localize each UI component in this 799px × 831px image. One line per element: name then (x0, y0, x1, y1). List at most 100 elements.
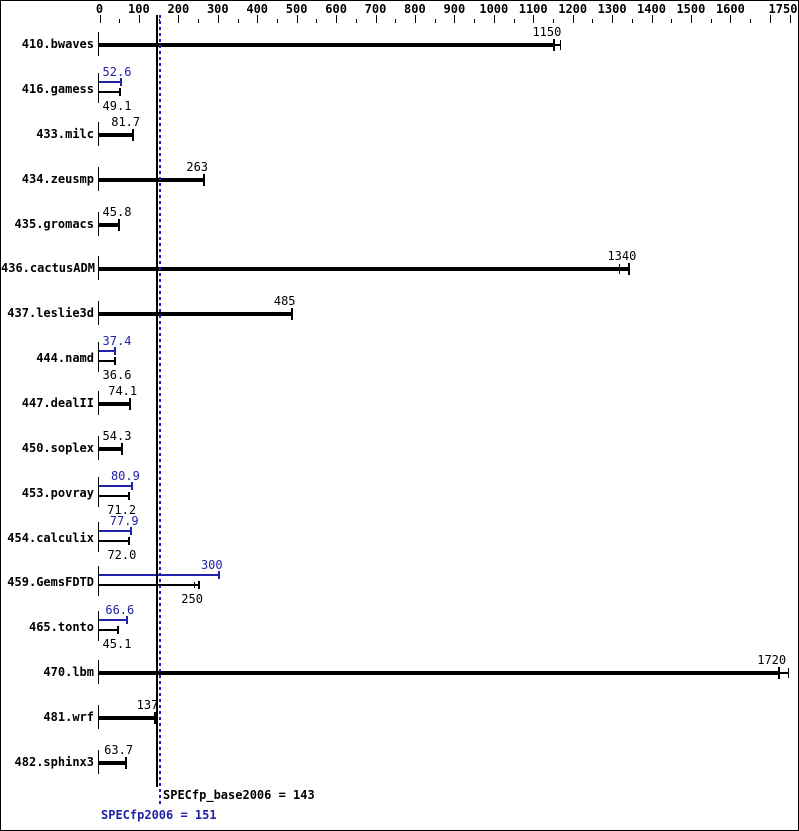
base-value-label: 49.1 (102, 98, 132, 113)
run-variation-tick (787, 668, 789, 679)
run-variation-tick (194, 582, 196, 589)
x-axis-tick (612, 15, 614, 23)
benchmark-name: 416.gamess (21, 81, 94, 96)
row-axis-stub (98, 435, 99, 460)
base-bar (99, 90, 119, 93)
specfp-base2006-summary: SPECfp_base2006 = 143 (163, 788, 315, 802)
peak-bar (99, 574, 218, 577)
bar-end-tick (131, 128, 134, 141)
benchmark-name: 437.leslie3d (7, 306, 94, 321)
peak-value-label: 80.9 (110, 468, 140, 483)
row-axis-stub (98, 121, 99, 146)
bar-end-tick (118, 87, 121, 96)
x-axis-tick (434, 19, 436, 23)
x-axis-tick (493, 15, 495, 23)
benchmark-name: 444.namd (36, 351, 94, 366)
peak-bar (99, 80, 121, 83)
x-axis-label: 700 (364, 2, 387, 16)
x-axis-tick (690, 15, 692, 23)
x-axis-tick (671, 19, 673, 23)
peak-value-label: 52.6 (102, 64, 132, 79)
x-axis-label: 400 (246, 2, 269, 16)
base-value-label: 45.8 (102, 204, 132, 219)
base-bar (99, 671, 778, 676)
base-value-label: 485 (273, 294, 296, 309)
row-axis-stub (98, 211, 99, 236)
bar-end-tick (131, 481, 134, 490)
x-axis-label: 1400 (637, 2, 666, 16)
x-axis-tick (750, 19, 752, 23)
x-axis-label: 100 (128, 2, 150, 16)
benchmark-name: 465.tonto (28, 620, 94, 635)
base-value-label: 71.2 (107, 502, 137, 517)
base-bar (99, 132, 132, 137)
x-axis-label: 200 (167, 2, 190, 16)
base-bar (99, 222, 118, 227)
run-variation-tick (560, 40, 561, 50)
benchmark-name: 481.wrf (43, 710, 94, 724)
row-axis-stub (98, 660, 99, 685)
peak-value-label: 37.4 (102, 334, 132, 349)
x-axis-label: 1600 (715, 2, 745, 16)
benchmark-name: 436.cactusADM (1, 261, 95, 276)
bar-end-tick (117, 218, 120, 231)
bar-end-tick (125, 616, 128, 625)
x-axis-tick (119, 19, 121, 23)
benchmark-name: 435.gromacs (14, 216, 94, 231)
base-bar (99, 177, 204, 182)
base-value-label: 54.3 (102, 428, 132, 443)
peak-bar (99, 529, 131, 532)
peak-value-label: 66.6 (105, 603, 135, 618)
x-axis-tick (769, 15, 771, 23)
base-bar (99, 312, 291, 317)
base-value-label: 1150 (532, 25, 562, 39)
base-bar (99, 760, 125, 765)
base-value-label: 45.1 (102, 637, 132, 652)
x-axis-tick (355, 19, 357, 23)
x-axis-tick (395, 19, 397, 23)
x-axis-tick (316, 19, 318, 23)
benchmark-name: 450.soplex (21, 440, 94, 455)
peak-bar (99, 350, 115, 353)
bar-end-tick (117, 626, 120, 635)
base-bar (99, 43, 553, 47)
x-axis-tick (533, 15, 535, 23)
x-axis-tick (513, 19, 515, 23)
specfp2006-summary: SPECfp2006 = 151 (101, 808, 217, 822)
row-axis-stub (98, 705, 99, 729)
x-axis-label: 1000 (479, 2, 509, 16)
benchmark-name: 454.calculix (7, 530, 94, 545)
row-axis-stub (98, 611, 99, 642)
benchmark-name: 447.dealII (21, 396, 94, 410)
x-axis-tick (730, 15, 732, 23)
base-value-label: 137 (136, 698, 159, 712)
run-variation-connector (552, 44, 560, 46)
row-axis-stub (98, 521, 99, 552)
base-value-label: 1340 (607, 249, 637, 264)
bar-end-tick (203, 173, 206, 186)
x-axis-tick (178, 15, 180, 23)
row-axis-stub (98, 342, 99, 373)
base-bar (99, 267, 628, 272)
bar-end-tick (153, 712, 156, 724)
base-value-label: 81.7 (111, 114, 141, 129)
x-axis-label: 500 (285, 2, 308, 16)
base-value-label: 250 (181, 592, 203, 607)
x-axis-tick (198, 19, 200, 23)
run-variation-connector (777, 672, 788, 675)
x-axis-tick (414, 15, 416, 23)
x-axis-tick (257, 15, 259, 23)
bar-end-tick (217, 571, 220, 580)
benchmark-name: 434.zeusmp (21, 171, 94, 186)
peak-value-label: 300 (200, 558, 223, 573)
base-bar (99, 402, 129, 406)
x-axis-tick (651, 15, 653, 23)
base-bar (99, 494, 128, 497)
x-axis-label: 900 (443, 2, 466, 16)
row-axis-stub (98, 566, 99, 597)
row-axis-stub (98, 391, 99, 415)
bar-end-tick (114, 347, 117, 356)
x-axis-label: 800 (404, 2, 426, 16)
peak-value-label: 77.9 (109, 513, 139, 528)
